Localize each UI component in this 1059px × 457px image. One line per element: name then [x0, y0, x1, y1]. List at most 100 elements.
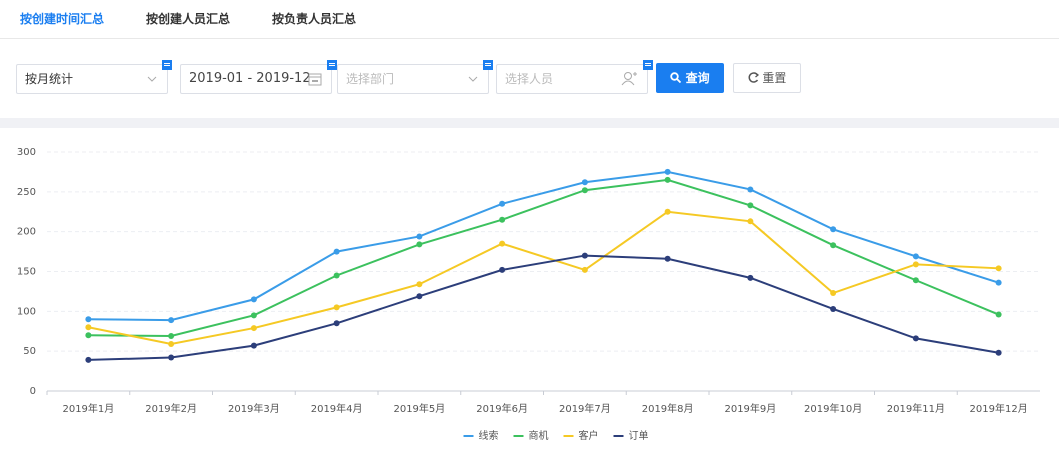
data-point	[499, 240, 506, 247]
data-point	[747, 202, 754, 209]
data-point	[250, 325, 257, 332]
data-point	[664, 255, 671, 262]
data-point	[581, 179, 588, 186]
placeholder: 选择部门	[346, 72, 395, 86]
data-point	[499, 266, 506, 273]
tab-bar: 按创建时间汇总 按创建人员汇总 按负责人员汇总	[0, 0, 1059, 39]
data-point	[830, 305, 837, 312]
data-point	[581, 187, 588, 194]
legend-label: 商机	[529, 429, 549, 442]
data-point	[830, 226, 837, 233]
filter-bar: 按月统计 2019-01 - 2019-12 选择部门 选择人员 查询 重置	[0, 39, 1059, 118]
data-point	[85, 332, 92, 339]
data-point	[168, 340, 175, 347]
y-tick-label: 300	[17, 147, 36, 158]
data-point	[912, 277, 919, 284]
x-tick-label: 2019年4月	[311, 402, 363, 415]
data-point	[995, 279, 1002, 286]
y-tick-label: 0	[30, 386, 36, 397]
data-point	[747, 218, 754, 225]
select-value: 按月统计	[25, 72, 74, 86]
flag-icon	[327, 60, 337, 70]
legend-label: 客户	[579, 429, 599, 442]
data-point	[995, 349, 1002, 356]
y-tick-label: 50	[23, 346, 36, 357]
date-value: 2019-01 - 2019-12	[189, 71, 311, 86]
data-point	[664, 168, 671, 175]
person-select[interactable]: 选择人员	[496, 64, 648, 94]
x-tick-label: 2019年10月	[804, 402, 862, 415]
search-button[interactable]: 查询	[656, 63, 724, 93]
period-select[interactable]: 按月统计	[16, 64, 168, 94]
y-tick-label: 100	[17, 306, 36, 317]
x-tick-label: 2019年1月	[62, 402, 114, 415]
legend-label: 线索	[479, 429, 499, 442]
data-point	[416, 293, 423, 300]
data-point	[581, 266, 588, 273]
data-point	[747, 186, 754, 193]
data-point	[912, 335, 919, 342]
search-icon	[670, 72, 682, 84]
data-point	[250, 312, 257, 319]
data-point	[912, 253, 919, 260]
x-tick-label: 2019年8月	[642, 402, 694, 415]
placeholder: 选择人员	[505, 72, 554, 86]
y-tick-label: 200	[17, 227, 36, 238]
data-point	[250, 342, 257, 349]
x-tick-label: 2019年11月	[887, 402, 945, 415]
y-tick-label: 150	[17, 267, 36, 278]
x-tick-label: 2019年12月	[970, 402, 1028, 415]
tab[interactable]: 按创建人员汇总	[146, 12, 231, 26]
flag-icon	[643, 60, 653, 70]
data-point	[333, 320, 340, 327]
department-select[interactable]: 选择部门	[337, 64, 489, 94]
data-point	[912, 261, 919, 268]
data-point	[168, 317, 175, 324]
data-point	[664, 208, 671, 215]
tab[interactable]: 按负责人员汇总	[272, 12, 357, 26]
data-point	[499, 200, 506, 207]
button-label: 重置	[762, 71, 787, 85]
series-line	[88, 178, 1000, 338]
x-tick-label: 2019年9月	[724, 402, 776, 415]
data-point	[333, 248, 340, 255]
flag-icon	[483, 60, 493, 70]
x-tick-label: 2019年2月	[145, 402, 197, 415]
y-tick-label: 250	[17, 187, 36, 198]
data-point	[581, 252, 588, 259]
chart: 0 50 100 150 200 250 300 2019年1月 2019年2月 2019年3月 2…	[17, 147, 1040, 442]
series-line	[88, 170, 999, 322]
x-tick-label: 2019年3月	[228, 402, 280, 415]
date-range[interactable]: 2019-01 - 2019-12	[180, 64, 332, 94]
refresh-icon	[748, 72, 759, 83]
user-icon	[621, 72, 637, 86]
reset-button[interactable]: 重置	[733, 63, 801, 93]
divider	[0, 118, 1059, 128]
data-point	[995, 311, 1002, 318]
x-tick-label: 2019年5月	[393, 402, 445, 415]
data-point	[416, 233, 423, 240]
data-point	[85, 316, 92, 323]
chevron	[468, 76, 478, 82]
data-point	[416, 281, 423, 288]
data-point	[995, 265, 1002, 272]
data-point	[416, 241, 423, 248]
chevron	[147, 76, 157, 82]
button-label: 查询	[685, 71, 710, 85]
flag-icon	[162, 60, 172, 70]
data-point	[333, 272, 340, 279]
legend-label: 订单	[629, 430, 649, 442]
tab[interactable]: 按创建时间汇总	[20, 12, 105, 26]
data-point	[250, 296, 257, 303]
x-tick-label: 2019年6月	[476, 402, 528, 415]
data-point	[664, 176, 671, 183]
data-point	[85, 356, 92, 363]
data-point	[85, 324, 92, 331]
x-tick-label: 2019年7月	[559, 402, 611, 415]
data-point	[333, 304, 340, 311]
calendar-icon	[308, 73, 322, 86]
series-line	[88, 254, 999, 361]
data-point	[747, 274, 754, 281]
data-point	[168, 333, 175, 340]
